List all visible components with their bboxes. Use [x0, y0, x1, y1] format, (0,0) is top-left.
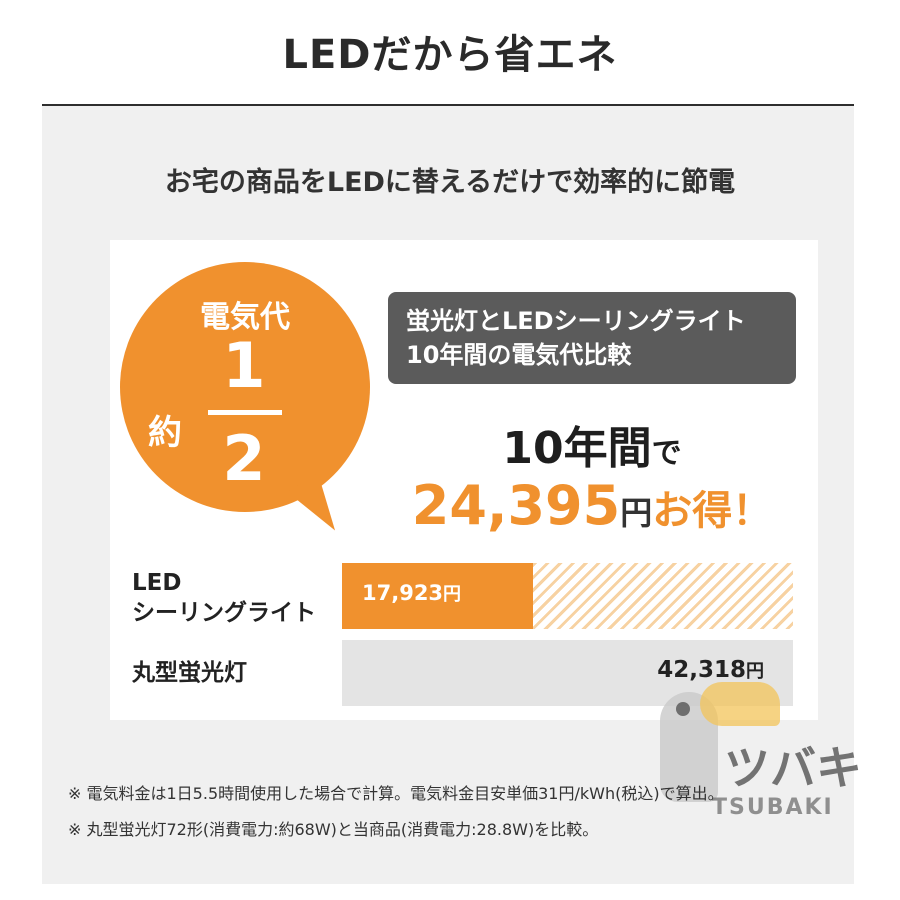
footnote-2: ※ 丸型蛍光灯72形(消費電力:約68W)と当商品(消費電力:28.8W)を比較…: [68, 820, 599, 839]
badge-numerator: 1: [222, 329, 266, 402]
led-value-yen: 円: [443, 584, 462, 605]
section-subtitle: お宅の商品をLEDに替えるだけで効率的に節電: [164, 167, 736, 198]
savings-amount: 24,395円お得！: [388, 474, 796, 537]
badge-denominator: 2: [222, 422, 266, 495]
footnote-1: ※ 電気料金は1日5.5時間使用した場合で計算。電気料金目安単価31円/kWh(…: [68, 784, 724, 803]
led-bar-value: 17,923円: [362, 580, 461, 606]
comparison-line-1: 蛍光灯とLEDシーリングライト: [406, 307, 746, 335]
savings-yen: 円: [620, 494, 653, 532]
period-number: 10: [502, 423, 564, 474]
watermark-text: ツバキ: [724, 741, 862, 795]
savings-suffix: お得！: [652, 488, 773, 534]
comparison-label-box: 蛍光灯とLEDシーリングライト 10年間の電気代比較: [388, 292, 796, 384]
badge-fraction-line: [208, 410, 282, 415]
badge-approx: 約: [148, 413, 182, 453]
led-label-line-1: LED: [132, 570, 182, 596]
led-value-number: 17,923: [362, 581, 444, 605]
watermark-bird-beak: [700, 682, 780, 726]
fluorescent-bar-value: 42,318円: [342, 657, 764, 683]
period-particle: で: [651, 436, 682, 471]
watermark-sub: TSUBAKI: [712, 795, 834, 820]
page-title: LEDだから省エネ: [282, 32, 618, 78]
watermark-bird-eye: [676, 702, 690, 716]
led-label-line-2: シーリングライト: [132, 600, 316, 626]
fluorescent-value-yen: 円: [746, 661, 764, 682]
savings-badge: [120, 262, 370, 512]
fluorescent-value-number: 42,318: [657, 657, 746, 683]
badge-label: 電気代: [200, 300, 290, 335]
savings-period: 10年間で: [388, 412, 796, 476]
comparison-line-2: 10年間の電気代比較: [406, 341, 632, 369]
fluorescent-label: 丸型蛍光灯: [132, 660, 247, 686]
led-bar-fill: [342, 563, 533, 629]
savings-value: 24,395: [411, 474, 621, 537]
period-unit: 年間: [563, 423, 652, 474]
